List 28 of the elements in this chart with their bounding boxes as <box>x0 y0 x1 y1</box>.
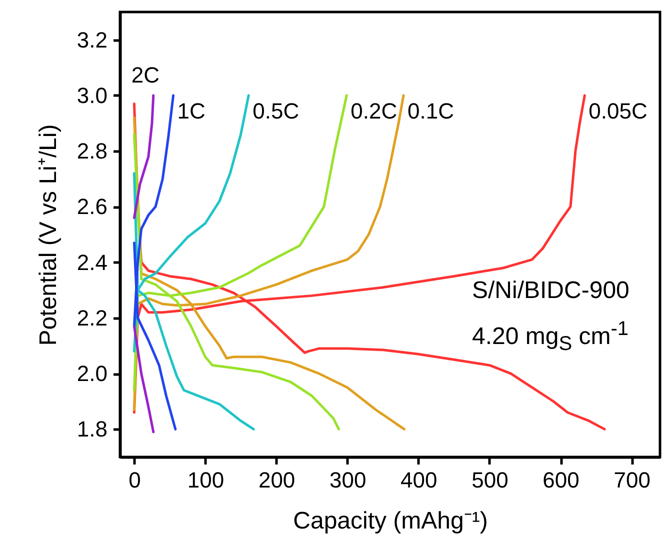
series-label: 0.2C <box>350 98 398 124</box>
annotation: S/Ni/BIDC-900 <box>472 276 630 306</box>
y-tick-label: 2.0 <box>76 361 108 386</box>
x-tick-label: 600 <box>542 468 580 492</box>
line-series <box>132 94 155 220</box>
y-tick-label: 2.4 <box>76 250 108 275</box>
series-label: 0.05C <box>588 98 648 124</box>
series-label: 2C <box>131 62 160 88</box>
y-tick-label: 1.8 <box>76 416 108 442</box>
line-series <box>132 325 155 434</box>
y-tick-label: 3.0 <box>76 82 108 108</box>
annotation: 4.20 mg$_{S}$ cm$^{-1}$ <box>472 317 630 357</box>
x-tick-label: 700 <box>614 468 650 492</box>
y-tick-label: 3.2 <box>76 27 108 52</box>
series-label: 0.5C <box>252 98 300 124</box>
x-tick-label: 100 <box>187 468 224 492</box>
x-tick-label: 500 <box>472 468 508 492</box>
x-tick-label: 400 <box>400 468 438 492</box>
x-axis-title: Capacity (mAhg⁻¹) <box>293 508 488 534</box>
series-label: 0.1C <box>408 98 454 124</box>
y-tick-label: 2.6 <box>76 194 108 220</box>
y-tick-label: 2.8 <box>76 138 108 164</box>
x-tick-label: 300 <box>330 468 366 492</box>
x-tick-label: 200 <box>258 468 296 492</box>
y-axis-title: Potential (V vs Li⁺/Li) <box>34 124 62 346</box>
series-label: 1C <box>177 98 206 124</box>
y-tick-label: 2.2 <box>76 305 108 330</box>
x-tick-label: 0 <box>128 468 141 492</box>
